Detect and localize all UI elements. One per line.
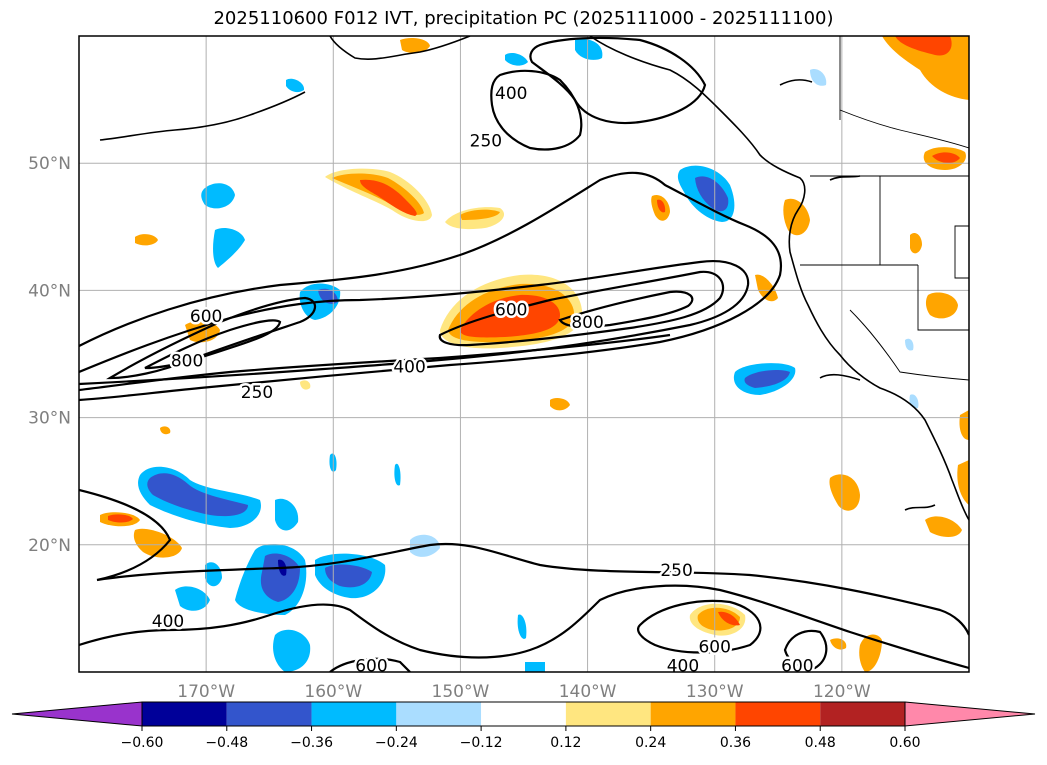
lon-tick-label: 120°W bbox=[813, 682, 871, 702]
contour-label: 400 bbox=[152, 612, 184, 632]
contour-label: 800 bbox=[171, 351, 203, 371]
colorbar-segment bbox=[396, 702, 482, 726]
lon-tick-label: 170°W bbox=[177, 682, 235, 702]
colorbar-tick-label: −0.24 bbox=[375, 735, 418, 751]
contour-label: 400 bbox=[667, 657, 699, 677]
colorbar: −0.60 −0.48 −0.36 −0.24 −0.12 0.12 0.24 0.36 0.4… bbox=[11, 701, 1036, 751]
contour-labels: 2502504004006006008008002502504004006006… bbox=[149, 82, 816, 677]
contour-label: 250 bbox=[660, 561, 692, 581]
contour-label: 600 bbox=[495, 300, 527, 320]
colorbar-extend-max bbox=[904, 701, 1036, 727]
map-title: 2025110600 F012 IVT, precipitation PC (2… bbox=[213, 8, 834, 29]
contour-label: 400 bbox=[495, 84, 527, 104]
map-area: 2502504004006006008008002502504004006006… bbox=[79, 36, 969, 677]
colorbar-segment bbox=[735, 702, 821, 726]
lat-tick-label: 50°N bbox=[28, 154, 71, 174]
colorbar-tick-label: 0.60 bbox=[889, 735, 920, 751]
gridlines bbox=[79, 36, 969, 672]
colorbar-segment bbox=[650, 702, 736, 726]
longitude-labels: 170°W 160°W 150°W 140°W 130°W 120°W bbox=[177, 682, 871, 702]
lat-tick-label: 30°N bbox=[28, 409, 71, 429]
contour-label-halo: 400 bbox=[495, 84, 527, 104]
contour-label-halo: 400 bbox=[393, 358, 425, 378]
colorbar-segment bbox=[142, 702, 227, 726]
coastlines bbox=[99, 36, 969, 521]
colorbar-segment bbox=[481, 702, 566, 726]
contour-label-halo: 800 bbox=[571, 313, 603, 333]
colorbar-extend-min bbox=[11, 701, 143, 727]
colorbar-segment bbox=[820, 702, 905, 726]
colorbar-tick-label: 0.36 bbox=[720, 735, 751, 751]
contour-label-halo: 250 bbox=[660, 561, 692, 581]
contour-label: 250 bbox=[241, 383, 273, 403]
contour-label: 800 bbox=[571, 313, 603, 333]
colorbar-tick-label: 0.48 bbox=[805, 735, 836, 751]
colorbar-segment bbox=[565, 702, 651, 726]
contour-label-halo: 600 bbox=[781, 657, 813, 677]
latitude-labels: 20°N 30°N 40°N 50°N bbox=[28, 154, 71, 556]
colorbar-tick-label: 0.24 bbox=[635, 735, 666, 751]
lat-tick-label: 40°N bbox=[28, 281, 71, 301]
contour-label-halo: 250 bbox=[470, 131, 502, 151]
colorbar-segment bbox=[226, 702, 312, 726]
contour-label-halo: 600 bbox=[495, 300, 527, 320]
contour-label-halo: 400 bbox=[152, 612, 184, 632]
lon-tick-label: 130°W bbox=[686, 682, 744, 702]
contour-label-halo: 600 bbox=[190, 307, 222, 327]
contour-label-halo: 600 bbox=[698, 638, 730, 658]
contour-label-halo: 800 bbox=[171, 351, 203, 371]
borders bbox=[800, 36, 969, 381]
lon-tick-label: 160°W bbox=[304, 682, 362, 702]
colorbar-tick-label: −0.48 bbox=[205, 735, 248, 751]
contour-label: 600 bbox=[698, 638, 730, 658]
contour-label: 400 bbox=[393, 358, 425, 378]
colorbar-tick-label: −0.60 bbox=[121, 735, 164, 751]
lon-tick-label: 140°W bbox=[559, 682, 617, 702]
contour-label-halo: 400 bbox=[667, 657, 699, 677]
map-frame bbox=[78, 35, 970, 673]
precipitation-anomaly-shading bbox=[100, 36, 969, 672]
contour-label: 600 bbox=[190, 307, 222, 327]
lat-tick-label: 20°N bbox=[28, 536, 71, 556]
colorbar-tick-label: −0.36 bbox=[290, 735, 333, 751]
colorbar-tick-label: 0.12 bbox=[550, 735, 581, 751]
lon-tick-label: 150°W bbox=[432, 682, 490, 702]
contour-label: 600 bbox=[781, 657, 813, 677]
contour-label: 600 bbox=[355, 657, 387, 677]
colorbar-tick-label: −0.12 bbox=[460, 735, 503, 751]
contour-label-halo: 600 bbox=[355, 657, 387, 677]
colorbar-segment bbox=[311, 702, 397, 726]
colorbar-outline bbox=[141, 701, 906, 727]
ivt-contours bbox=[79, 36, 969, 672]
contour-label-halo: 250 bbox=[241, 383, 273, 403]
contour-label: 250 bbox=[470, 131, 502, 151]
